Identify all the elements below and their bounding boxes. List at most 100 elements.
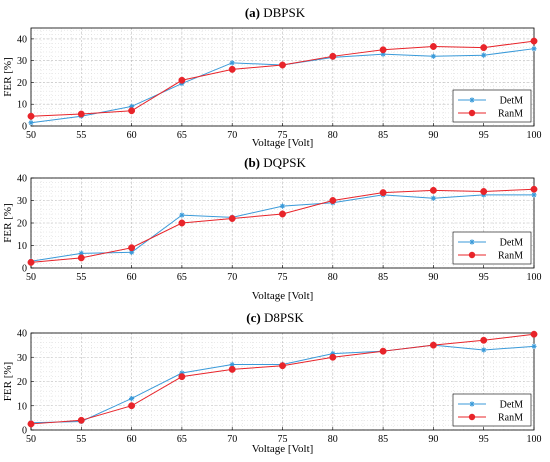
x-tick-label: 50 [26, 272, 36, 283]
chart-title: (b) DQPSK [244, 155, 306, 170]
data-point-ranm [530, 37, 538, 45]
x-tick-label: 90 [428, 130, 438, 141]
data-point-ranm [329, 353, 337, 361]
data-point-detm [430, 53, 436, 59]
data-point-ranm [128, 107, 136, 115]
legend-box [452, 393, 532, 427]
panel-title: DBPSK [260, 5, 306, 20]
data-point-ranm [27, 258, 35, 266]
x-tick-label: 60 [127, 434, 137, 445]
data-point-detm [129, 249, 135, 255]
x-tick-label: 100 [527, 272, 542, 283]
data-point-ranm [329, 197, 337, 204]
x-axis-label: Voltage [Volt] [252, 290, 314, 302]
data-point-detm [179, 212, 185, 218]
data-point-ranm [228, 65, 236, 73]
data-point-ranm [178, 373, 186, 381]
y-axis-label: FER [%] [2, 57, 14, 96]
y-tick-label: 40 [17, 174, 27, 185]
x-tick-label: 85 [378, 130, 388, 141]
data-point-ranm [77, 110, 85, 118]
x-tick-label: 60 [127, 130, 137, 141]
data-point-detm [229, 361, 235, 368]
x-tick-label: 90 [428, 272, 438, 283]
legend-label-detm: DetM [500, 400, 523, 411]
data-point-ranm [480, 44, 488, 52]
x-tick-label: 65 [177, 130, 187, 141]
x-tick-label: 50 [26, 434, 36, 445]
x-tick-label: 70 [227, 434, 237, 445]
x-tick-label: 85 [378, 434, 388, 445]
data-point-ranm [77, 254, 85, 262]
legend-marker-detm [469, 97, 475, 103]
x-tick-label: 80 [328, 130, 338, 141]
chart-panel-3: (c) D8PSK 50 55 60 65 70 75 80 85 90 95 100 0 10 20 30 4… [2, 310, 542, 455]
legend-box [452, 89, 532, 123]
y-tick-label: 0 [22, 264, 27, 275]
x-tick-label: 100 [527, 434, 542, 445]
legend-label-detm: DetM [500, 238, 523, 249]
data-point-ranm [480, 188, 488, 195]
data-point-ranm [178, 219, 186, 227]
y-tick-label: 10 [17, 401, 27, 412]
x-tick-label: 90 [428, 434, 438, 445]
data-point-detm [481, 52, 487, 58]
x-tick-label: 80 [328, 272, 338, 283]
x-tick-label: 50 [26, 130, 36, 141]
data-point-detm [28, 120, 34, 126]
y-tick-label: 40 [17, 34, 27, 45]
x-tick-label: 95 [479, 130, 489, 141]
data-point-ranm [279, 210, 286, 218]
panel-letter: (b) [244, 155, 260, 170]
x-tick-label: 65 [177, 272, 187, 283]
y-tick-label: 0 [22, 426, 27, 437]
x-tick-label: 70 [227, 130, 237, 141]
data-point-detm [481, 347, 487, 353]
data-point-ranm [429, 43, 437, 50]
data-point-detm [129, 395, 135, 402]
chart-title: (c) D8PSK [246, 310, 304, 325]
data-point-ranm [379, 189, 387, 197]
data-point-ranm [27, 420, 35, 428]
x-tick-label: 55 [76, 272, 86, 283]
legend-marker-ranm [468, 413, 476, 421]
x-tick-label: 75 [278, 130, 288, 141]
y-tick-label: 0 [22, 122, 27, 133]
data-point-ranm [530, 330, 538, 338]
x-tick-label: 85 [378, 272, 388, 283]
panel-title: DQPSK [260, 155, 306, 170]
x-tick-label: 60 [127, 272, 137, 283]
data-point-ranm [429, 341, 437, 349]
data-point-ranm [379, 347, 387, 355]
legend-marker-ranm [468, 109, 476, 117]
x-tick-label: 75 [278, 434, 288, 445]
legend: DetM RanM [452, 231, 532, 265]
data-point-ranm [480, 336, 488, 344]
data-point-ranm [429, 186, 437, 194]
data-point-ranm [530, 185, 538, 193]
legend-label-ranm: RanM [498, 251, 523, 262]
data-point-ranm [329, 52, 337, 60]
y-tick-label: 10 [17, 100, 27, 111]
panel-letter: (a) [245, 5, 260, 20]
legend-box [452, 231, 532, 265]
y-tick-label: 20 [17, 377, 27, 388]
y-axis-label: FER [%] [2, 362, 14, 401]
chart-title: (a) DBPSK [245, 5, 306, 20]
y-tick-label: 30 [17, 353, 27, 364]
legend-marker-detm [469, 239, 475, 245]
data-point-ranm [228, 365, 236, 373]
data-point-detm [531, 343, 537, 349]
y-axis-label: FER [%] [2, 203, 14, 242]
data-point-detm [78, 250, 84, 256]
data-point-detm [229, 60, 235, 66]
data-point-detm [279, 203, 286, 209]
x-tick-label: 95 [479, 272, 489, 283]
y-tick-label: 20 [17, 219, 27, 230]
data-point-detm [430, 195, 436, 201]
x-tick-label: 75 [278, 272, 288, 283]
legend: DetM RanM [452, 89, 532, 123]
legend-label-detm: DetM [500, 96, 523, 107]
y-tick-label: 30 [17, 196, 27, 207]
